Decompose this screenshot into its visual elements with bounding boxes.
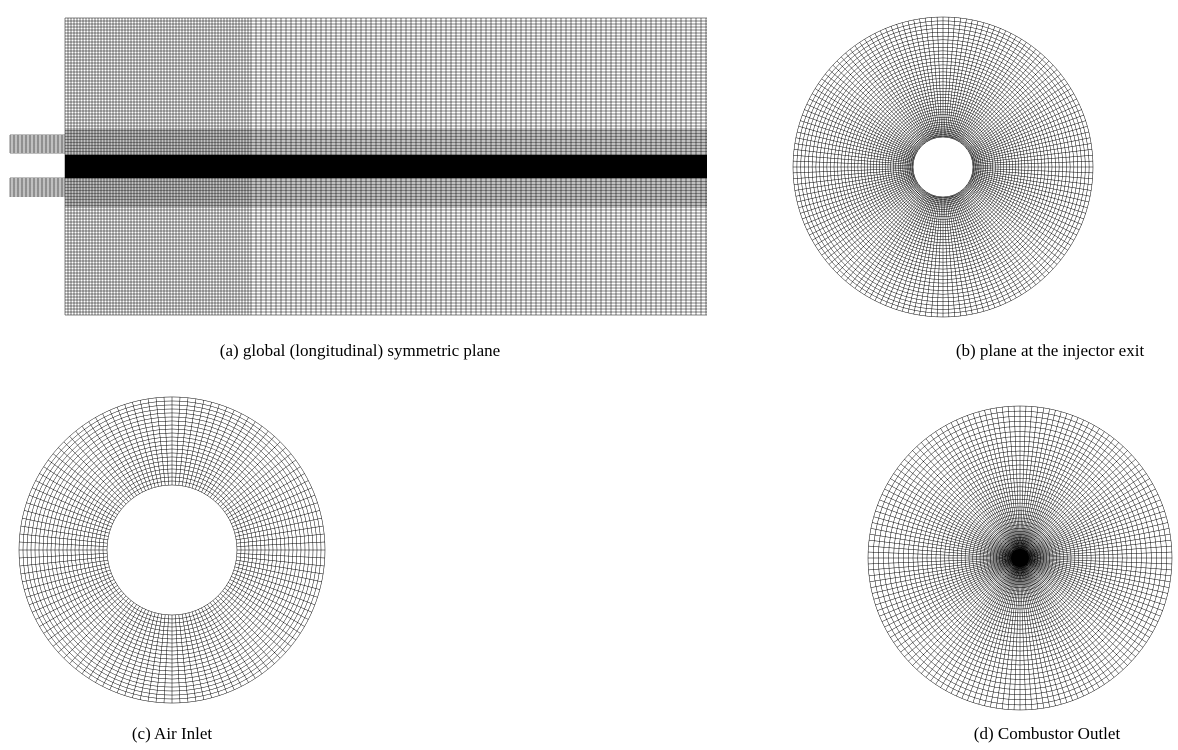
caption: (b) plane at the injector exit [956,341,1145,360]
figure: (a) global (longitudinal) symmetric plan… [0,0,1178,750]
caption: (d) Combustor Outlet [974,724,1121,743]
caption: (c) Air Inlet [132,724,213,743]
mesh-dense-core [1011,549,1029,567]
caption: (a) global (longitudinal) symmetric plan… [220,341,500,360]
mesh-dense-band [65,155,707,178]
